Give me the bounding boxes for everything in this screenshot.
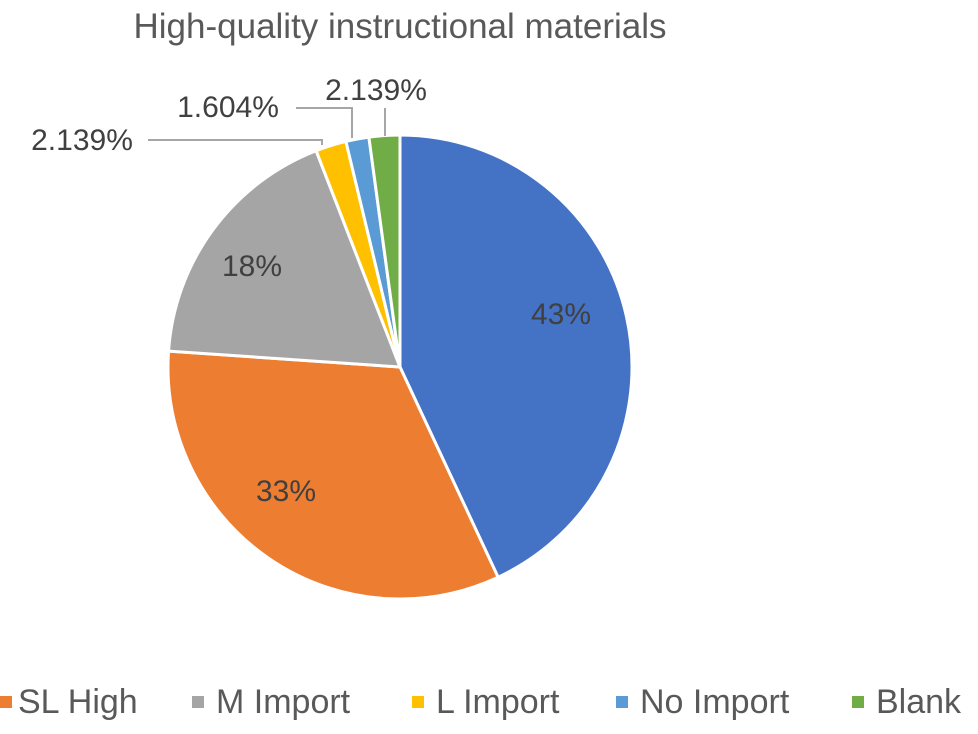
leader-line-4 [296, 107, 353, 138]
data-label-4: 1.604% [177, 91, 279, 124]
chart-title: High-quality instructional materials [134, 7, 667, 46]
legend-swatch-4 [852, 696, 864, 708]
data-label-0: 43% [531, 298, 591, 331]
data-labels: 43% 33% 18% 2.139% 1.604% 2.139% [31, 74, 591, 508]
legend-label-3: No Import [640, 683, 790, 721]
legend-swatch-0 [0, 696, 12, 708]
legend-swatch-1 [192, 696, 204, 708]
data-label-1: 33% [256, 475, 316, 508]
leader-lines [148, 107, 386, 145]
leader-line-3 [148, 139, 323, 145]
legend-label-0: SL High [18, 683, 138, 721]
legend-swatch-3 [616, 696, 628, 708]
legend-label-2: L Import [436, 683, 560, 721]
data-label-2: 18% [222, 250, 282, 283]
pie-slice-0 [398, 133, 634, 580]
pie-slice-1 [166, 349, 501, 601]
pie-slice-2 [166, 148, 403, 369]
legend-swatch-2 [412, 696, 424, 708]
pie-slices [166, 133, 634, 601]
data-label-3: 2.139% [31, 124, 133, 157]
data-label-5: 2.139% [325, 74, 427, 107]
legend-label-4: Blank [876, 683, 962, 721]
legend-label-1: M Import [216, 683, 351, 721]
legend: SL High M Import L Import No Import Blank [0, 683, 962, 721]
